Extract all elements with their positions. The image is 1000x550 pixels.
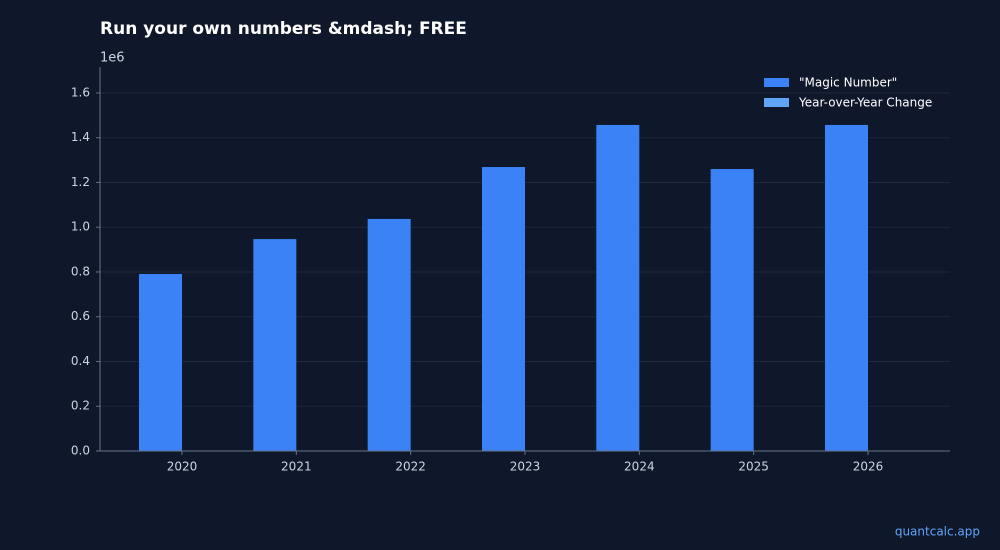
x-tick-label: 2024 xyxy=(624,460,655,474)
y-tick-label: 0.6 xyxy=(71,309,90,323)
bar xyxy=(367,218,411,451)
bar xyxy=(253,239,297,451)
bar xyxy=(482,167,525,452)
x-tick-label: 2022 xyxy=(395,460,426,474)
x-tick-label: 2025 xyxy=(738,460,769,474)
y-tick-label: 1.4 xyxy=(71,130,90,144)
chart-title: Run your own numbers &mdash; FREE xyxy=(100,19,467,39)
legend-swatch xyxy=(764,78,789,87)
x-tick-label: 2026 xyxy=(853,460,884,474)
y-tick-label: 1.2 xyxy=(71,175,90,189)
y-tick-label: 0.4 xyxy=(71,354,90,368)
x-tick-label: 2021 xyxy=(281,460,312,474)
y-tick-label: 1.0 xyxy=(71,220,90,234)
y-offset-label: 1e6 xyxy=(100,51,125,66)
x-tick-label: 2020 xyxy=(167,460,198,474)
y-tick-label: 0.0 xyxy=(71,444,90,458)
bar xyxy=(710,169,754,451)
x-tick-label: 2023 xyxy=(510,460,541,474)
legend-label: "Magic Number" xyxy=(799,76,897,90)
bar xyxy=(825,124,868,451)
y-tick-label: 0.2 xyxy=(71,399,90,413)
legend-swatch xyxy=(764,98,789,107)
legend-label: Year-over-Year Change xyxy=(798,96,932,110)
y-tick-label: 0.8 xyxy=(71,264,90,278)
footer: quantcalc.app xyxy=(895,525,980,539)
y-tick-label: 1.6 xyxy=(71,85,90,99)
bar xyxy=(596,124,640,451)
bar xyxy=(139,273,182,451)
